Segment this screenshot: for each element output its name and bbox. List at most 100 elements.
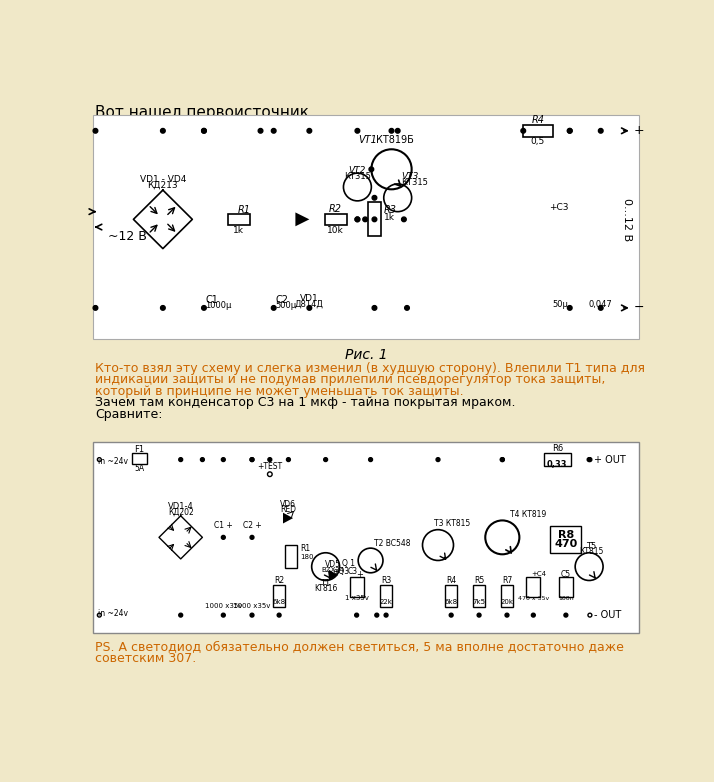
Text: КТ815: КТ815: [579, 547, 603, 557]
Polygon shape: [283, 513, 293, 523]
Circle shape: [161, 128, 165, 133]
Text: T5: T5: [586, 542, 597, 551]
Circle shape: [501, 457, 504, 461]
Text: R4: R4: [531, 115, 545, 125]
Circle shape: [355, 128, 360, 133]
Text: 50µ: 50µ: [553, 300, 568, 309]
Text: Кто-то взял эту схему и слегка изменил (в худшую сторону). Влепили Т1 типа для: Кто-то взял эту схему и слегка изменил (…: [96, 362, 645, 375]
Circle shape: [564, 613, 568, 617]
Circle shape: [268, 457, 272, 461]
Bar: [368, 203, 381, 236]
Bar: [325, 214, 346, 224]
Circle shape: [372, 217, 377, 221]
Text: С2: С2: [276, 295, 288, 305]
Text: R8: R8: [558, 530, 574, 540]
Circle shape: [568, 128, 572, 133]
Circle shape: [161, 306, 165, 310]
Circle shape: [286, 457, 291, 461]
Circle shape: [568, 306, 572, 310]
Text: R1: R1: [300, 544, 310, 554]
Bar: [350, 577, 363, 597]
Text: 180: 180: [300, 554, 313, 560]
Text: 0,33: 0,33: [547, 460, 568, 468]
Bar: [559, 577, 573, 597]
Text: 1000µ: 1000µ: [206, 301, 232, 310]
Circle shape: [271, 128, 276, 133]
Text: R6: R6: [552, 444, 563, 454]
Circle shape: [375, 613, 378, 617]
Text: R3: R3: [381, 576, 391, 585]
Text: КТ819Б: КТ819Б: [376, 135, 414, 145]
Text: 6k8: 6k8: [445, 599, 458, 605]
Text: R3: R3: [383, 205, 397, 215]
Text: советским 307.: советским 307.: [96, 652, 196, 665]
Circle shape: [501, 457, 504, 461]
Circle shape: [405, 306, 409, 310]
Text: C5: C5: [560, 570, 571, 579]
Text: R7: R7: [502, 576, 512, 585]
Circle shape: [396, 128, 400, 133]
Text: +: +: [356, 570, 363, 579]
Circle shape: [250, 536, 254, 540]
Text: 500µ: 500µ: [276, 301, 296, 310]
Bar: [501, 585, 513, 607]
Circle shape: [201, 128, 206, 133]
Text: Q 1: Q 1: [343, 559, 356, 568]
Circle shape: [531, 613, 536, 617]
Circle shape: [389, 128, 394, 133]
Text: С1 +: С1 +: [214, 521, 233, 529]
Text: VD1 - VD4: VD1 - VD4: [140, 175, 186, 184]
Text: КТ315: КТ315: [401, 178, 428, 187]
Text: VD5: VD5: [326, 560, 341, 569]
Circle shape: [201, 457, 204, 461]
Bar: [132, 454, 147, 465]
Circle shape: [250, 457, 254, 461]
Circle shape: [568, 128, 572, 133]
Circle shape: [221, 613, 225, 617]
Text: in ~24v: in ~24v: [99, 609, 129, 618]
Circle shape: [521, 128, 526, 133]
Circle shape: [323, 457, 328, 461]
Text: КД202: КД202: [168, 508, 193, 516]
Text: который в принципе не может уменьшать ток защиты.: который в принципе не может уменьшать то…: [96, 385, 464, 398]
Circle shape: [221, 457, 225, 461]
Text: T2 BC548: T2 BC548: [374, 539, 411, 548]
Text: 1 x35v: 1 x35v: [345, 595, 368, 601]
Text: BZX24: BZX24: [322, 567, 345, 572]
Text: 0...12 В: 0...12 В: [622, 198, 632, 241]
Text: T3 КТ815: T3 КТ815: [434, 519, 471, 528]
Text: 7k5: 7k5: [473, 599, 486, 605]
Bar: [445, 585, 458, 607]
Text: R5: R5: [474, 576, 484, 585]
Text: VD6: VD6: [281, 500, 296, 509]
Bar: [93, 116, 639, 339]
Circle shape: [258, 128, 263, 133]
Text: +C4: +C4: [531, 572, 546, 577]
Circle shape: [372, 306, 377, 310]
Text: 10k: 10k: [327, 226, 344, 235]
Text: С1: С1: [206, 295, 218, 305]
Text: VT2: VT2: [348, 166, 366, 174]
Text: C3: C3: [348, 567, 358, 576]
Text: Зачем там конденсатор С3 на 1 мкф - тайна покрытая мраком.: Зачем там конденсатор С3 на 1 мкф - тайн…: [96, 396, 516, 410]
Bar: [523, 124, 553, 137]
Text: VD1: VD1: [300, 294, 318, 303]
Bar: [526, 577, 540, 597]
Circle shape: [355, 613, 358, 617]
Text: F1: F1: [134, 445, 145, 454]
Bar: [550, 526, 581, 553]
Circle shape: [250, 457, 254, 461]
Text: in ~24v: in ~24v: [99, 457, 129, 465]
Text: 6k8: 6k8: [273, 599, 286, 605]
Circle shape: [477, 613, 481, 617]
Text: Д814Д: Д814Д: [295, 300, 323, 309]
Circle shape: [355, 217, 360, 221]
Text: индикации защиты и не подумав прилепили псевдорегулятор тока защиты,: индикации защиты и не подумав прилепили …: [96, 373, 605, 386]
Text: 0,047: 0,047: [589, 300, 613, 309]
Text: 1000 x35v: 1000 x35v: [233, 603, 271, 609]
Text: 22k: 22k: [380, 599, 393, 605]
Text: 100n: 100n: [558, 596, 573, 601]
Circle shape: [598, 128, 603, 133]
Text: + OUT: + OUT: [594, 454, 625, 465]
Bar: [285, 545, 297, 569]
